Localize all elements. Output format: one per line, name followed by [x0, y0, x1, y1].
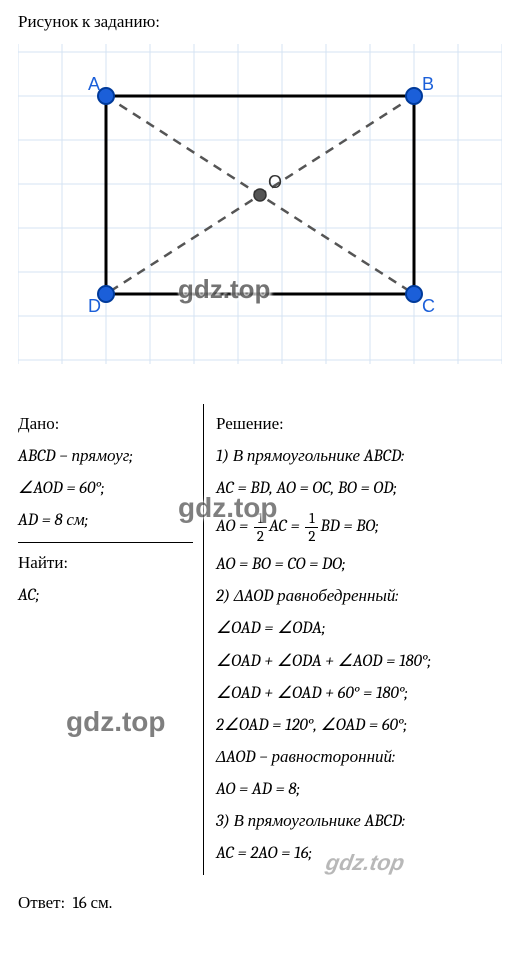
given-column: Дано: ABCD − прямоуг; ∠AOD = 60°; AD = 8…: [18, 404, 203, 875]
solution-step: ∠OAD = ∠ODA;: [216, 618, 502, 640]
svg-text:A: A: [88, 74, 100, 94]
given-line: ABCD − прямоуг;: [18, 446, 193, 468]
find-heading: Найти:: [18, 553, 193, 575]
solution-step: AO = BO = CO = DO;: [216, 554, 502, 576]
solution-step: ∠OAD + ∠ODA + ∠AOD = 180°;: [216, 651, 502, 673]
geometry-diagram: A B C D O: [18, 44, 502, 364]
solution-column: Решение: 1) В прямоугольнике ABCD: AC = B…: [203, 404, 502, 875]
given-line: AD = 8 см;: [18, 510, 193, 532]
answer-value: 16 см.: [73, 894, 113, 913]
divider: [18, 542, 193, 543]
solution-step: AO = AD = 8;: [216, 779, 502, 801]
solution-step: 3) В прямоугольнике ABCD:: [216, 811, 502, 833]
solution-steps: 1) В прямоугольнике ABCD: AC = BD, AO = O…: [216, 446, 502, 865]
find-value: AC;: [18, 585, 193, 607]
solution-step: AO = 12AC = 12BD = BO;: [216, 510, 502, 544]
svg-text:C: C: [422, 296, 435, 316]
diagram-container: ABCDO gdz.top: [18, 44, 502, 364]
solution-step: AC = BD, AO = OC, BO = OD;: [216, 478, 502, 500]
solution-step: 2∠OAD = 120°, ∠OAD = 60°;: [216, 715, 502, 737]
answer-label: Ответ:: [18, 894, 65, 913]
solution-step: 2) ΔAOD равнобедренный:: [216, 586, 502, 608]
solution-step: ∠OAD + ∠OAD + 60° = 180°;: [216, 683, 502, 705]
svg-text:O: O: [268, 172, 282, 192]
solution-step: ΔAOD − равносторонний:: [216, 747, 502, 769]
solution-layout: Дано: ABCD − прямоуг; ∠AOD = 60°; AD = 8…: [18, 404, 502, 875]
task-title: Рисунок к заданию:: [18, 12, 502, 32]
given-line: ∠AOD = 60°;: [18, 478, 193, 500]
given-heading: Дано:: [18, 414, 193, 436]
svg-text:D: D: [88, 296, 101, 316]
solution-step: 1) В прямоугольнике ABCD:: [216, 446, 502, 468]
solution-step: AC = 2AO = 16;: [216, 843, 502, 865]
answer-line: Ответ: 16 см.: [18, 893, 502, 913]
svg-text:B: B: [422, 74, 434, 94]
solution-heading: Решение:: [216, 414, 502, 436]
